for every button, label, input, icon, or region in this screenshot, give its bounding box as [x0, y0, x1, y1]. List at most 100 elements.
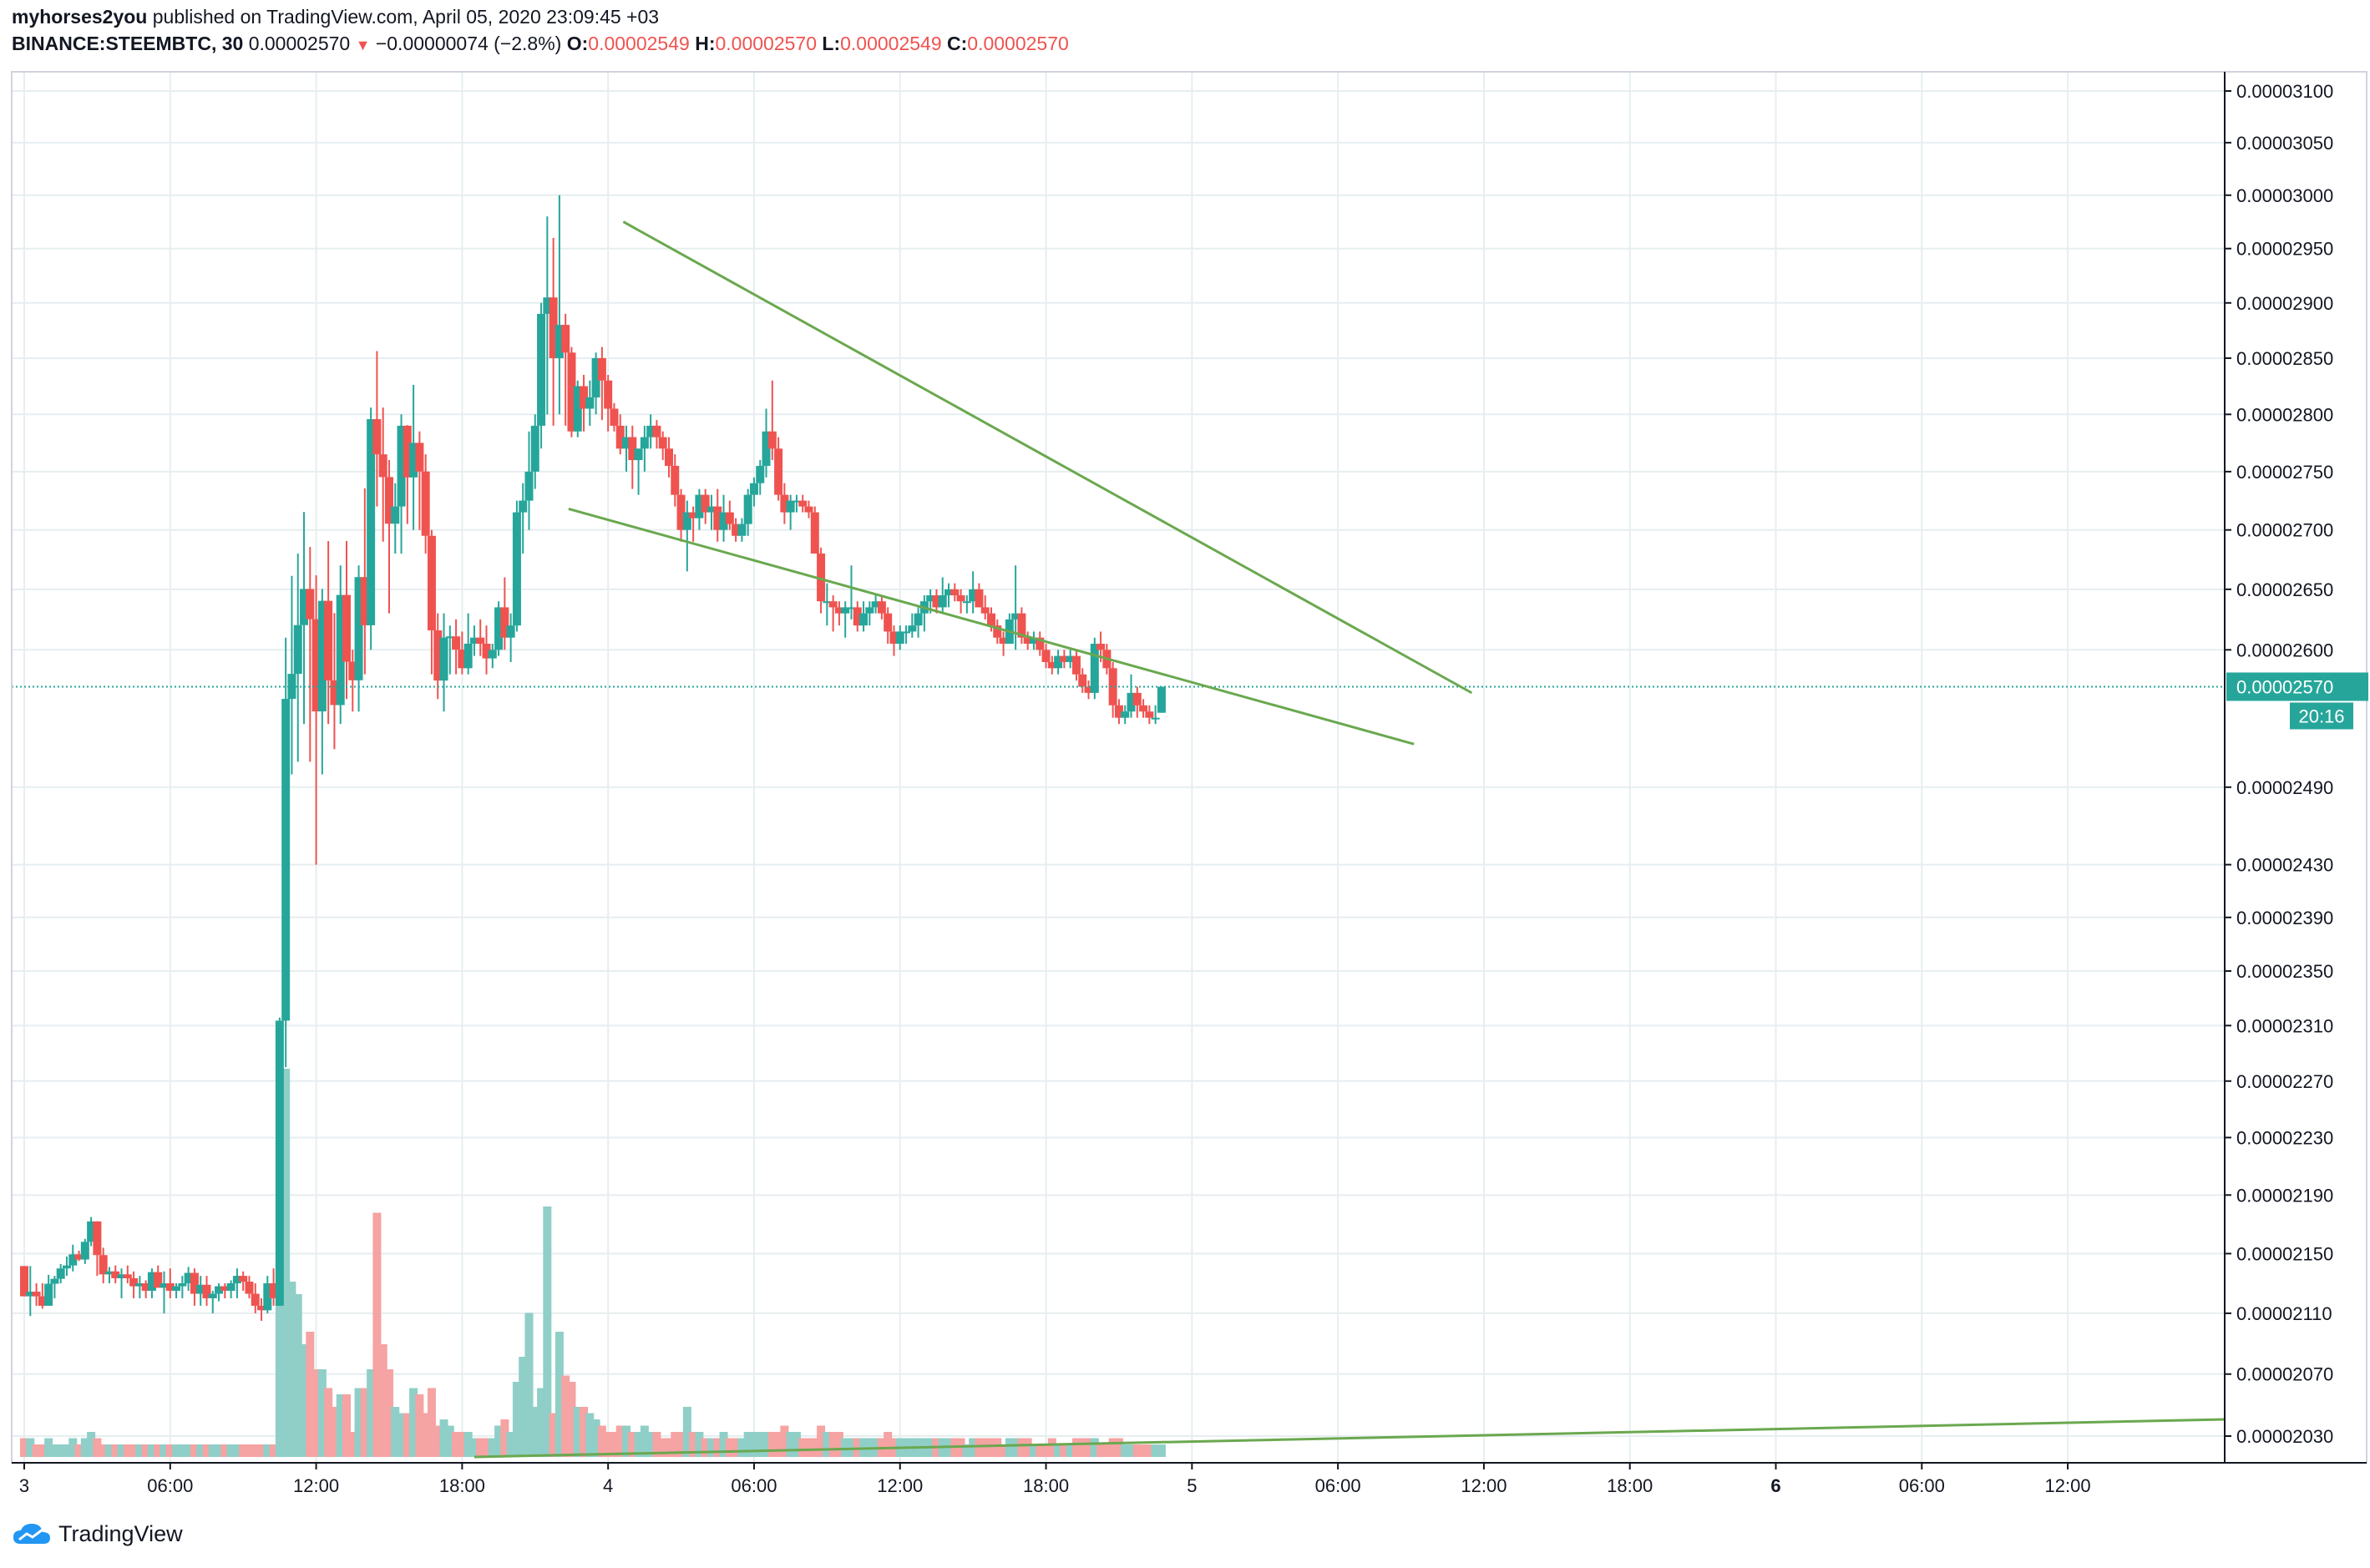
- candlestick: [202, 1276, 211, 1306]
- candlestick: [378, 407, 387, 542]
- volume-bar: [232, 1444, 241, 1457]
- candlestick: [74, 1250, 84, 1262]
- candlestick: [336, 565, 345, 725]
- candle-body: [993, 625, 1002, 638]
- candle-body: [591, 357, 600, 397]
- symbol-label: BINANCE:STEEMBTC, 30: [12, 33, 244, 54]
- candlestick: [360, 488, 369, 675]
- volume-bar: [421, 1413, 430, 1457]
- candle-body: [713, 506, 722, 530]
- volume-bar: [367, 1369, 376, 1457]
- trendlines[interactable]: [473, 220, 2226, 1459]
- candle-body: [1023, 637, 1032, 644]
- candle-body: [628, 437, 637, 461]
- candlestick: [725, 500, 734, 530]
- candle-body: [384, 477, 393, 524]
- candle-body: [1151, 717, 1160, 720]
- volume-bar: [354, 1388, 363, 1457]
- candlestick: [859, 601, 868, 632]
- volume-bar: [1017, 1438, 1026, 1457]
- candle-body: [524, 471, 534, 501]
- candle-body: [804, 506, 813, 513]
- volume-bar: [658, 1438, 667, 1457]
- candle-body: [427, 535, 436, 630]
- price-tick-label: 0.00003100: [2236, 81, 2333, 102]
- candlesticks[interactable]: [12, 195, 2225, 1321]
- candle-body: [1139, 705, 1148, 712]
- candlestick: [1157, 686, 1166, 713]
- price-tick-label: 0.00002850: [2236, 348, 2333, 369]
- candlestick: [1121, 705, 1130, 725]
- candle-body: [336, 594, 345, 706]
- volume-bar: [986, 1438, 995, 1457]
- time-tick-label: 12:00: [293, 1475, 339, 1496]
- candle-body: [908, 625, 917, 632]
- volume-bar: [774, 1432, 783, 1457]
- volume-bar: [604, 1432, 613, 1457]
- candlestick: [914, 607, 923, 638]
- volume-bar: [74, 1444, 84, 1457]
- volume-bar: [980, 1438, 990, 1457]
- volume-bar: [196, 1444, 205, 1457]
- candle-body: [567, 352, 576, 432]
- candlestick: [44, 1274, 53, 1306]
- author-name[interactable]: myhorses2you: [12, 6, 148, 28]
- candlestick: [561, 313, 570, 426]
- volume-bar: [80, 1438, 89, 1457]
- price-axis[interactable]: 0.00003100 0.00003050 0.00003000 0.00002950…: [2225, 81, 2368, 1447]
- candlestick: [1041, 643, 1051, 669]
- candle-body: [263, 1283, 272, 1311]
- candle-body: [828, 601, 838, 608]
- candle-body: [306, 589, 315, 620]
- candlestick: [476, 619, 485, 656]
- candle-body: [494, 607, 504, 650]
- candle-body: [93, 1221, 102, 1256]
- candlestick: [804, 500, 813, 518]
- candle-body: [172, 1286, 181, 1291]
- candlestick: [494, 601, 504, 656]
- candlestick: [87, 1216, 96, 1247]
- price-tick-label: 0.00002150: [2236, 1243, 2333, 1264]
- volume-bar: [1127, 1444, 1136, 1457]
- candle-body: [1157, 686, 1166, 713]
- volume-bar: [275, 1300, 284, 1457]
- candle-body: [622, 437, 631, 449]
- lower-wedge-line[interactable]: [568, 507, 1415, 746]
- candlestick: [975, 583, 984, 608]
- candlestick: [275, 1017, 284, 1306]
- candlestick: [524, 431, 534, 530]
- candlestick: [1060, 650, 1069, 669]
- price-tick-label: 0.00002310: [2236, 1015, 2333, 1036]
- candlestick: [232, 1268, 241, 1298]
- candlestick: [384, 460, 393, 614]
- volume-bar: [476, 1438, 485, 1457]
- candle-body: [215, 1286, 224, 1294]
- volume-bar: [391, 1407, 400, 1457]
- countdown-tag-bg: [2290, 702, 2353, 730]
- candlestick: [713, 488, 722, 542]
- candlestick: [828, 595, 838, 632]
- volume-bar: [1090, 1438, 1099, 1457]
- candle-body: [190, 1272, 199, 1294]
- candle-body: [732, 524, 741, 536]
- volume-bar: [372, 1212, 382, 1457]
- candle-body: [1078, 674, 1087, 687]
- candle-body: [421, 471, 430, 536]
- price-tick-label: 0.00002030: [2236, 1426, 2333, 1447]
- price-tick-label: 0.00002190: [2236, 1185, 2333, 1206]
- candlestick: [798, 494, 808, 513]
- upper-wedge-line[interactable]: [622, 220, 1473, 695]
- volume-bar: [50, 1444, 59, 1457]
- volume-bar: [823, 1432, 832, 1457]
- candlestick: [640, 425, 649, 472]
- candle-body: [689, 512, 698, 518]
- candlestick: [421, 454, 430, 554]
- volume-trendline[interactable]: [473, 1418, 2226, 1459]
- candlestick: [792, 494, 801, 513]
- candle-body: [530, 425, 539, 472]
- time-axis[interactable]: 3 06:00 12:00 18:00 4 06:00 12:00 18:00 5 06:00 12…: [19, 1463, 2091, 1496]
- candlestick: [706, 494, 716, 530]
- candle-body: [706, 506, 716, 513]
- candle-body: [202, 1284, 211, 1298]
